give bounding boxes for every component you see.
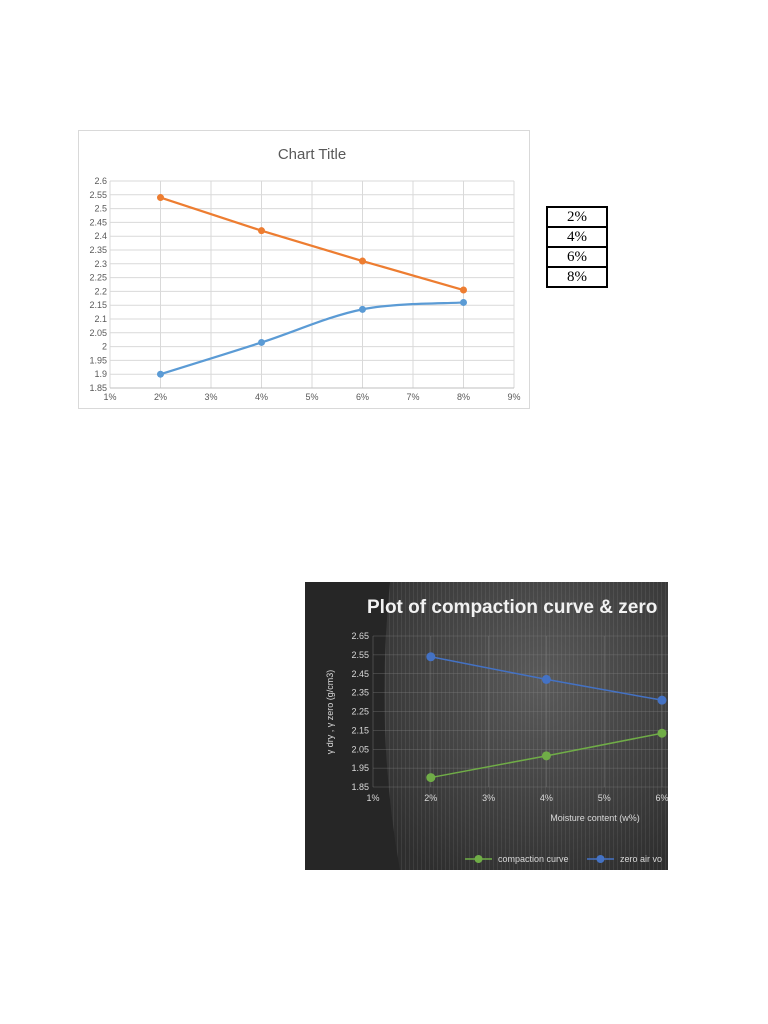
data-point xyxy=(359,305,366,313)
y-tick-label: 2.15 xyxy=(351,725,369,735)
series-line-2 xyxy=(160,301,464,376)
y-tick-label: 2.2 xyxy=(94,286,107,296)
y-tick-label: 2.35 xyxy=(351,688,369,698)
data-point xyxy=(157,194,164,202)
y-tick-label: 1.85 xyxy=(351,782,369,792)
y-tick-label: 1.85 xyxy=(89,383,107,393)
y-tick-label: 2.05 xyxy=(89,328,107,338)
y-tick-label: 2.1 xyxy=(94,314,107,324)
legend-label-1: compaction curve xyxy=(498,854,569,864)
y-tick-label: 2.3 xyxy=(94,259,107,269)
y-tick-label: 2 xyxy=(102,342,107,352)
x-tick-label: 1% xyxy=(103,392,116,402)
x-tick-label: 6% xyxy=(356,392,369,402)
percent-table: 2% 4% 6% 8% xyxy=(546,206,608,288)
y-tick-label: 2.45 xyxy=(89,217,107,227)
x-tick-label: 1% xyxy=(366,793,379,803)
table-cell: 4% xyxy=(546,226,608,248)
table-row: 6% xyxy=(546,246,608,268)
y-tick-label: 2.35 xyxy=(89,245,107,255)
chart-2-svg: Plot of compaction curve & zero 1.85 1.95 2… xyxy=(305,582,668,870)
series-line-1 xyxy=(160,196,464,292)
y-tick-label: 2.25 xyxy=(89,273,107,283)
x-tick-label: 3% xyxy=(482,793,495,803)
x-tick-label: 8% xyxy=(457,392,470,402)
x-tick-label: 3% xyxy=(204,392,217,402)
y-axis-label: γ dry , γ zero (g/cm3) xyxy=(325,670,335,755)
table-row: 2% xyxy=(546,206,608,228)
y-tick-label: 2.55 xyxy=(351,650,369,660)
y-tick-label: 2.65 xyxy=(351,631,369,641)
chart-title: Plot of compaction curve & zero xyxy=(367,597,657,618)
table-cell: 2% xyxy=(546,206,608,228)
x-tick-label: 7% xyxy=(406,392,419,402)
x-tick-label: 5% xyxy=(305,392,318,402)
x-tick-label: 2% xyxy=(424,793,437,803)
y-tick-label: 2.25 xyxy=(351,707,369,717)
background-texture xyxy=(384,582,668,870)
data-point xyxy=(258,227,265,235)
x-axis-label: Moisture content (w%) xyxy=(550,813,640,823)
y-tick-label: 2.55 xyxy=(89,190,107,200)
y-tick-label: 2.45 xyxy=(351,669,369,679)
data-point xyxy=(460,298,467,306)
data-point xyxy=(359,257,366,265)
data-point xyxy=(541,751,551,761)
data-point xyxy=(657,728,667,738)
y-tick-label: 2.4 xyxy=(94,231,107,241)
data-point xyxy=(541,674,551,684)
data-point xyxy=(258,338,265,346)
y-tick-label: 2.15 xyxy=(89,300,107,310)
y-tick-label: 1.95 xyxy=(89,355,107,365)
legend-marker-2 xyxy=(596,855,605,863)
chart-1-svg: Chart Title 1.85 1.9 1.95 2 2.05 2.1 2.15 2.2 2.2… xyxy=(89,146,520,402)
x-tick-label: 4% xyxy=(540,793,553,803)
table-row: 8% xyxy=(546,266,608,288)
y-tick-label: 1.9 xyxy=(94,369,107,379)
table-cell: 6% xyxy=(546,246,608,268)
legend-label-2: zero air vo xyxy=(620,854,662,864)
data-point xyxy=(426,773,436,783)
data-point xyxy=(157,370,164,378)
y-tick-label: 2.6 xyxy=(94,176,107,186)
chart-2: Plot of compaction curve & zero 1.85 1.95 2… xyxy=(305,582,668,870)
y-tick-label: 2.05 xyxy=(351,744,369,754)
data-point xyxy=(426,652,436,662)
x-tick-label: 5% xyxy=(598,793,611,803)
chart-title: Chart Title xyxy=(278,146,346,163)
table-row: 4% xyxy=(546,226,608,248)
x-tick-label: 9% xyxy=(507,392,520,402)
x-tick-label: 4% xyxy=(255,392,268,402)
table-cell: 8% xyxy=(546,266,608,288)
x-tick-label: 2% xyxy=(154,392,167,402)
data-point xyxy=(657,695,667,705)
x-tick-label: 6% xyxy=(655,793,668,803)
y-tick-label: 2.5 xyxy=(94,204,107,214)
data-point xyxy=(460,286,467,294)
legend-marker-1 xyxy=(474,855,483,863)
y-tick-label: 1.95 xyxy=(351,763,369,773)
chart-1: Chart Title 1.85 1.9 1.95 2 2.05 2.1 2.15 2.2 2.2… xyxy=(78,130,530,409)
